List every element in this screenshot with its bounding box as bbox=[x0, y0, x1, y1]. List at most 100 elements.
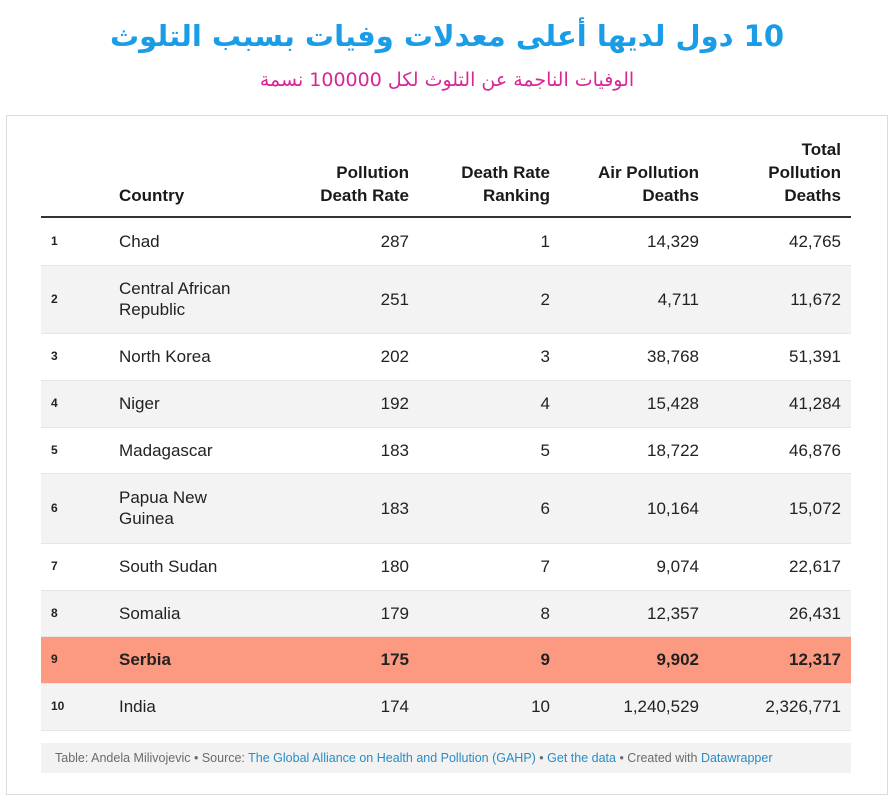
cell-pollution-death-rate: 251 bbox=[289, 265, 419, 334]
country-name: Papua New Guinea bbox=[119, 488, 207, 528]
source-link[interactable]: The Global Alliance on Health and Pollut… bbox=[248, 751, 536, 765]
cell-country: Niger bbox=[109, 380, 289, 428]
cell-rank: 6 bbox=[41, 473, 109, 544]
cell-total-pollution-deaths: 41,284 bbox=[709, 380, 851, 428]
cell-rank: 2 bbox=[41, 265, 109, 334]
cell-death-rate-ranking: 2 bbox=[419, 265, 560, 334]
column-header-death-rate-ranking[interactable]: Death Rate Ranking bbox=[419, 135, 560, 218]
cell-air-pollution-deaths: 9,074 bbox=[560, 543, 709, 591]
column-header-text: Death Rate Ranking bbox=[461, 163, 550, 205]
header-row: Country Pollution Death Rate Death Rate … bbox=[41, 135, 851, 218]
cell-total-pollution-deaths: 46,876 bbox=[709, 427, 851, 474]
cell-pollution-death-rate: 183 bbox=[289, 473, 419, 544]
cell-air-pollution-deaths: 15,428 bbox=[560, 380, 709, 428]
cell-pollution-death-rate: 202 bbox=[289, 333, 419, 381]
cell-country: Serbia bbox=[109, 636, 289, 684]
cell-death-rate-ranking: 1 bbox=[419, 217, 560, 266]
country-name: India bbox=[119, 697, 156, 716]
cell-pollution-death-rate: 175 bbox=[289, 636, 419, 684]
table-row: 10 India 174 10 1,240,529 2,326,771 bbox=[41, 683, 851, 731]
cell-pollution-death-rate: 174 bbox=[289, 683, 419, 731]
cell-total-pollution-deaths: 51,391 bbox=[709, 333, 851, 381]
cell-death-rate-ranking: 10 bbox=[419, 683, 560, 731]
cell-air-pollution-deaths: 38,768 bbox=[560, 333, 709, 381]
cell-country: Central African Republic bbox=[109, 265, 289, 334]
cell-air-pollution-deaths: 14,329 bbox=[560, 217, 709, 266]
footer-separator: • Created with bbox=[615, 751, 701, 765]
cell-pollution-death-rate: 192 bbox=[289, 380, 419, 428]
cell-total-pollution-deaths: 2,326,771 bbox=[709, 683, 851, 731]
cell-death-rate-ranking: 7 bbox=[419, 543, 560, 591]
cell-rank: 9 bbox=[41, 636, 109, 684]
column-header-total-pollution-deaths[interactable]: Total Pollution Deaths bbox=[709, 135, 851, 218]
country-name: North Korea bbox=[119, 347, 211, 366]
cell-country: North Korea bbox=[109, 333, 289, 381]
cell-country: Chad bbox=[109, 217, 289, 266]
cell-pollution-death-rate: 180 bbox=[289, 543, 419, 591]
get-the-data-link[interactable]: Get the data bbox=[547, 751, 616, 765]
column-header-air-pollution-deaths[interactable]: Air Pollution Deaths bbox=[560, 135, 709, 218]
footer-separator: • bbox=[535, 751, 548, 765]
country-name: Somalia bbox=[119, 603, 181, 623]
cell-air-pollution-deaths: 4,711 bbox=[560, 265, 709, 334]
footer-table-by: Table: Andela Milivojevic bbox=[55, 751, 191, 765]
cell-pollution-death-rate: 183 bbox=[289, 427, 419, 474]
cell-rank: 10 bbox=[41, 683, 109, 731]
cell-death-rate-ranking: 3 bbox=[419, 333, 560, 381]
column-header-rank[interactable] bbox=[41, 135, 109, 218]
cell-air-pollution-deaths: 12,357 bbox=[560, 590, 709, 637]
cell-death-rate-ranking: 9 bbox=[419, 636, 560, 684]
country-name: Central African Republic bbox=[119, 279, 231, 319]
country-name: Niger bbox=[119, 394, 160, 413]
cell-total-pollution-deaths: 22,617 bbox=[709, 543, 851, 591]
cell-country: Papua New Guinea bbox=[109, 473, 289, 544]
column-header-pollution-death-rate[interactable]: Pollution Death Rate bbox=[289, 135, 419, 218]
cell-total-pollution-deaths: 11,672 bbox=[709, 265, 851, 334]
cell-country: India bbox=[109, 683, 289, 731]
chart-title: 10 دول لديها أعلى معدلات وفيات بسبب التل… bbox=[109, 19, 785, 53]
cell-total-pollution-deaths: 15,072 bbox=[709, 473, 851, 544]
cell-total-pollution-deaths: 26,431 bbox=[709, 590, 851, 637]
country-name: Chad bbox=[119, 231, 160, 251]
cell-rank: 3 bbox=[41, 333, 109, 381]
table-row: 2 Central African Republic 251 2 4,711 11,672 bbox=[41, 265, 851, 334]
table-row: 5 Madagascar 183 5 18,722 46,876 bbox=[41, 427, 851, 474]
cell-total-pollution-deaths: 42,765 bbox=[709, 217, 851, 266]
cell-country: Madagascar bbox=[109, 427, 289, 474]
footer-separator: • Source: bbox=[190, 751, 249, 765]
table-row: 4 Niger 192 4 15,428 41,284 bbox=[41, 380, 851, 428]
table-row: 7 South Sudan 180 7 9,074 22,617 bbox=[41, 543, 851, 591]
cell-death-rate-ranking: 4 bbox=[419, 380, 560, 428]
table-row: 8 Somalia 179 8 12,357 26,431 bbox=[41, 590, 851, 637]
cell-death-rate-ranking: 5 bbox=[419, 427, 560, 474]
column-header-text: Total Pollution Deaths bbox=[768, 140, 841, 205]
column-header-text: Pollution Death Rate bbox=[320, 163, 409, 205]
column-header-text: Air Pollution Deaths bbox=[597, 163, 699, 205]
cell-air-pollution-deaths: 10,164 bbox=[560, 473, 709, 544]
table-row: 6 Papua New Guinea 183 6 10,164 15,072 bbox=[41, 473, 851, 544]
cell-rank: 5 bbox=[41, 427, 109, 474]
cell-rank: 1 bbox=[41, 217, 109, 266]
cell-death-rate-ranking: 6 bbox=[419, 473, 560, 544]
cell-air-pollution-deaths: 9,902 bbox=[560, 636, 709, 684]
chart-subtitle: الوفيات الناجمة عن التلوث لكل 100000 نسم… bbox=[259, 69, 635, 91]
country-name: Madagascar bbox=[119, 440, 213, 460]
cell-rank: 7 bbox=[41, 543, 109, 591]
cell-rank: 4 bbox=[41, 380, 109, 428]
cell-pollution-death-rate: 179 bbox=[289, 590, 419, 637]
cell-rank: 8 bbox=[41, 590, 109, 637]
cell-country: South Sudan bbox=[109, 543, 289, 591]
footer-credits: Table: Andela Milivojevic • Source: The … bbox=[41, 743, 851, 773]
table-row: 9 Serbia 175 9 9,902 12,317 bbox=[41, 636, 851, 684]
table-body: 1 Chad 287 1 14,329 42,765 2 Central African Re… bbox=[41, 217, 851, 731]
column-header-country[interactable]: Country bbox=[109, 135, 289, 218]
table-row: 3 North Korea 202 3 38,768 51,391 bbox=[41, 333, 851, 381]
table-row: 1 Chad 287 1 14,329 42,765 bbox=[41, 217, 851, 266]
datawrapper-link[interactable]: Datawrapper bbox=[700, 751, 773, 765]
cell-pollution-death-rate: 287 bbox=[289, 217, 419, 266]
cell-total-pollution-deaths: 12,317 bbox=[709, 636, 851, 684]
country-name: South Sudan bbox=[119, 557, 218, 576]
data-table: Country Pollution Death Rate Death Rate … bbox=[41, 135, 851, 731]
cell-death-rate-ranking: 8 bbox=[419, 590, 560, 637]
country-name: Serbia bbox=[119, 650, 171, 669]
